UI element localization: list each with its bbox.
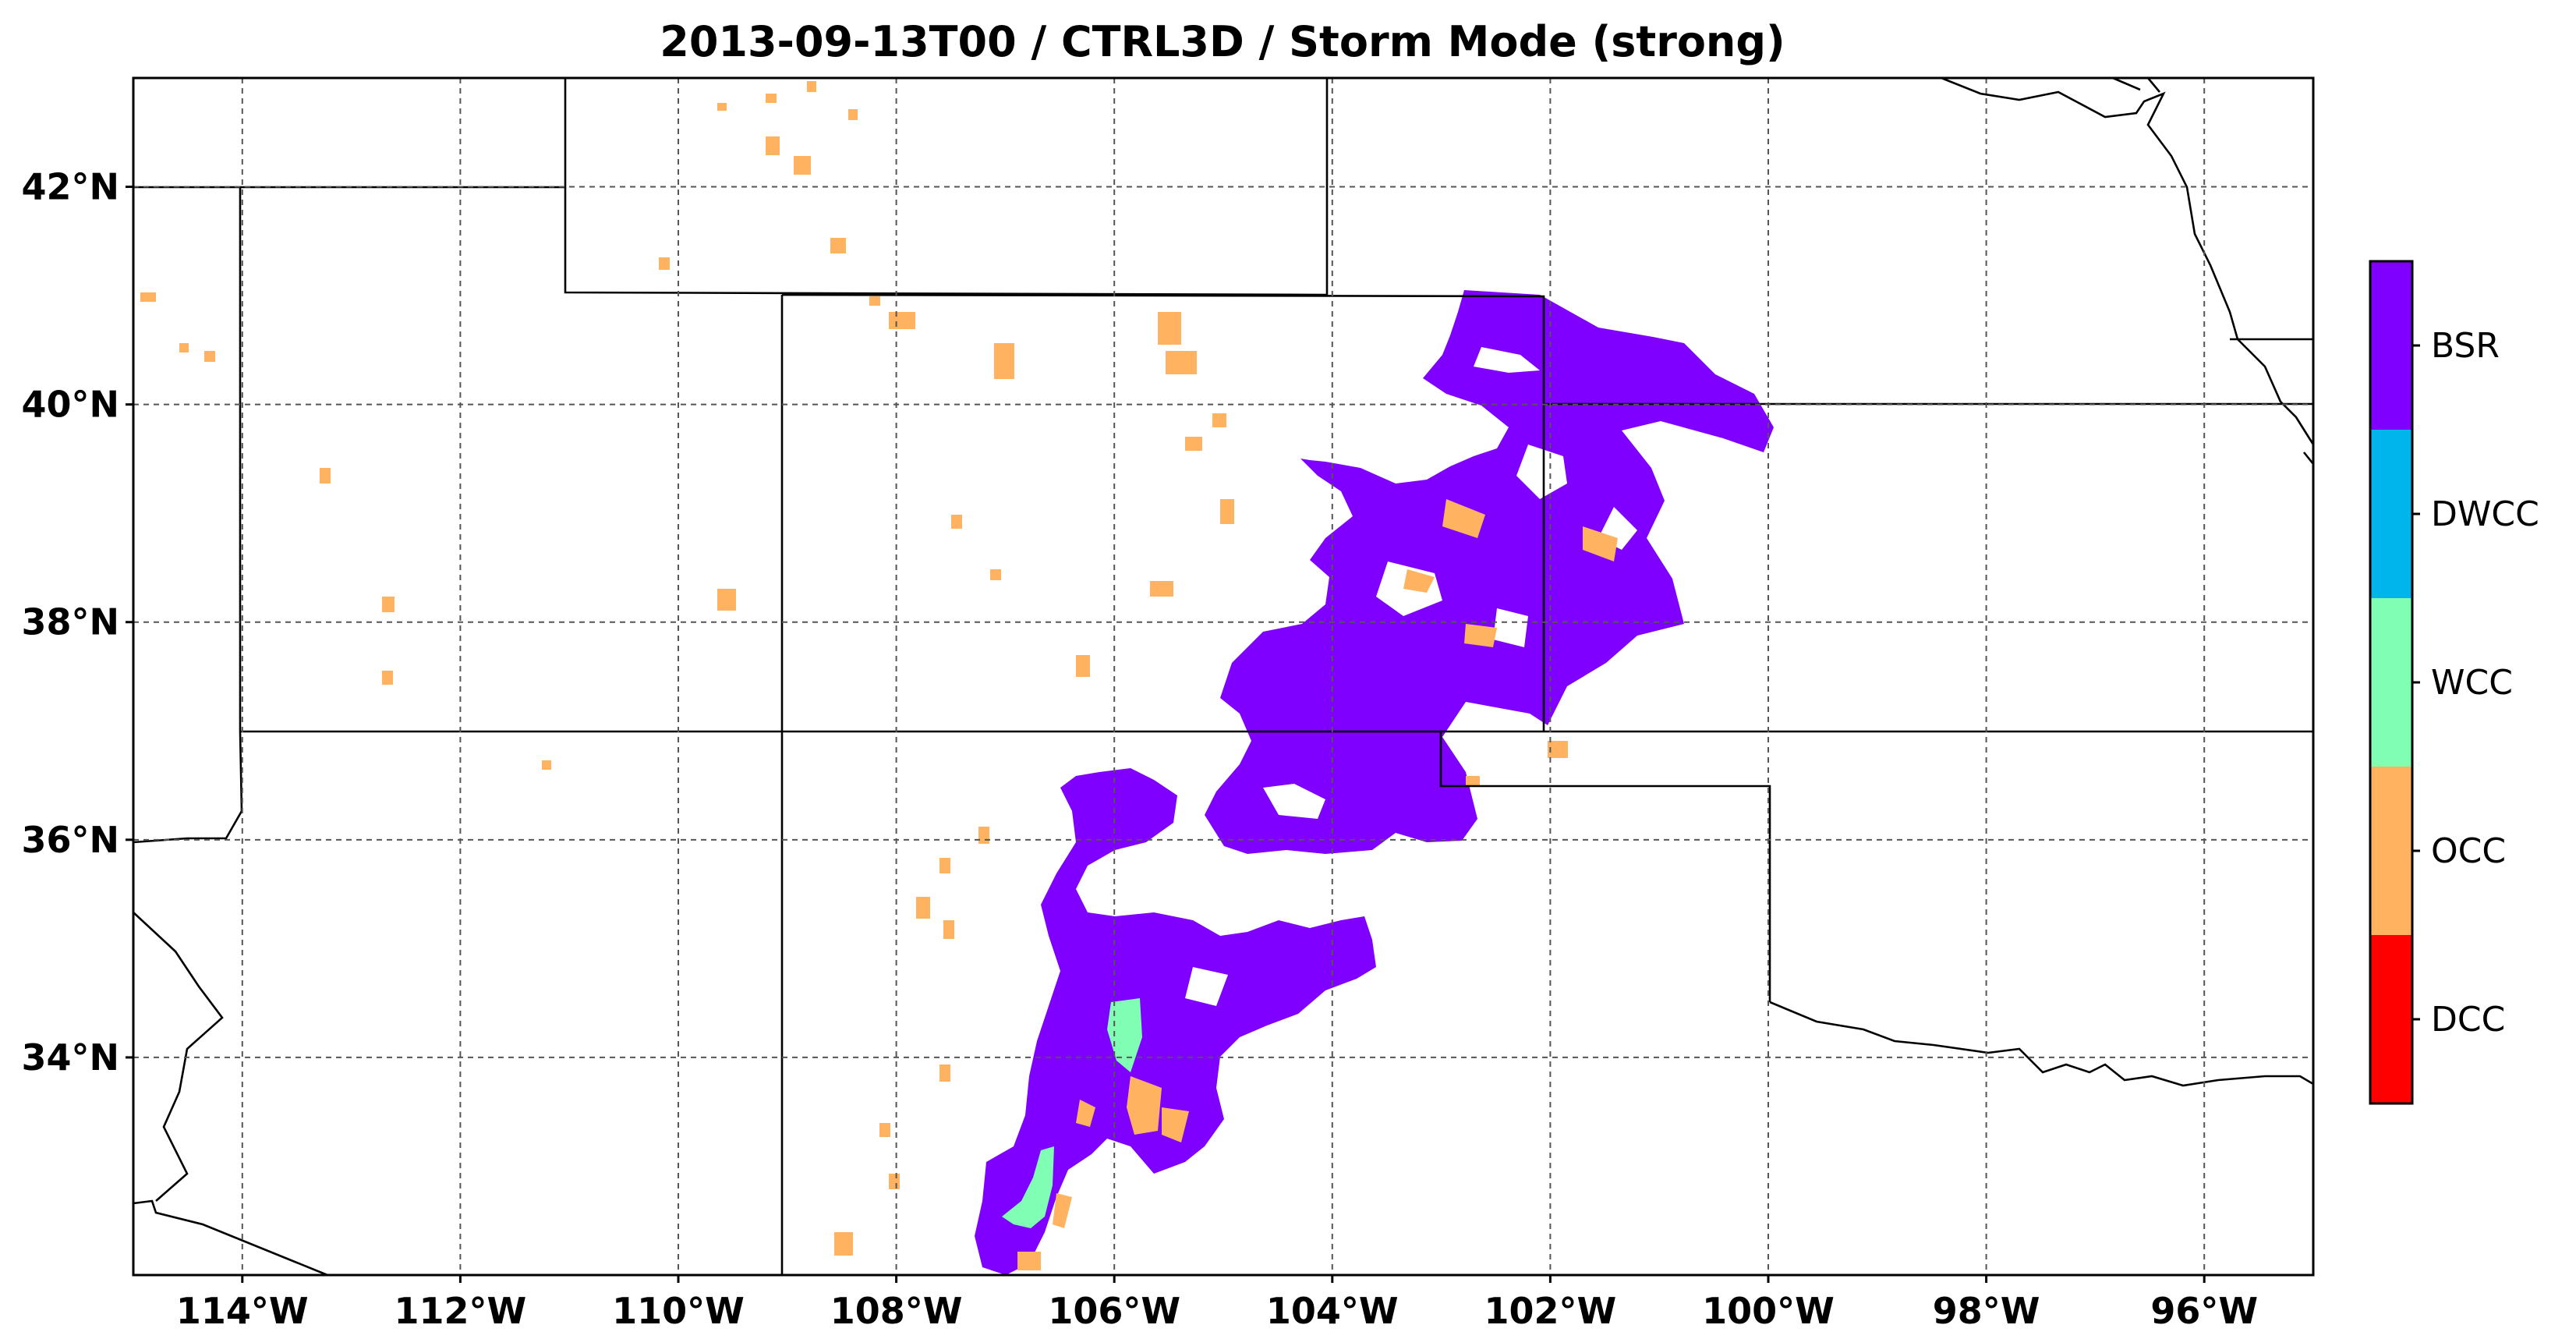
occ-patch bbox=[1127, 1076, 1162, 1135]
missouri-river-boundary bbox=[1941, 78, 2313, 465]
occ-patch bbox=[951, 515, 962, 529]
map-frame bbox=[132, 76, 2315, 1277]
bsr-region-newmexico bbox=[975, 768, 1376, 1275]
occ-patch bbox=[659, 257, 670, 270]
occ-patch bbox=[766, 136, 780, 155]
occ-patch bbox=[848, 109, 858, 120]
x-axis-tick-labels: 114°W 112°W 110°W 108°W 106°W 104°W 102°W 100°W… bbox=[176, 1275, 2258, 1332]
occ-patch bbox=[794, 156, 811, 175]
bsr-gap bbox=[1263, 784, 1325, 819]
occ-patch bbox=[1583, 526, 1618, 561]
y-tick-label: 36°N bbox=[21, 819, 119, 861]
occ-patch bbox=[1185, 437, 1202, 451]
wcc-patch bbox=[1107, 998, 1142, 1072]
occ-patch bbox=[1017, 1252, 1041, 1270]
x-tick-label: 108°W bbox=[830, 1290, 963, 1332]
x-tick-label: 112°W bbox=[395, 1290, 527, 1332]
occ-patch bbox=[1053, 1193, 1072, 1228]
occ-patch bbox=[978, 827, 989, 844]
map-title: 2013-09-13T00 / CTRL3D / Storm Mode (str… bbox=[660, 17, 1785, 66]
colorbar-label-bsr: BSR bbox=[2431, 326, 2500, 366]
bsr-gap bbox=[1474, 347, 1540, 373]
y-tick-label: 40°N bbox=[21, 384, 119, 426]
occ-patch bbox=[1442, 499, 1485, 538]
occ-patch bbox=[889, 312, 915, 329]
bsr-region-kansas-colorado bbox=[1205, 290, 1774, 854]
occ-patch bbox=[939, 858, 950, 873]
occ-patch bbox=[879, 1123, 890, 1137]
occ-patch bbox=[869, 296, 880, 306]
occ-patch bbox=[140, 292, 156, 302]
x-tick-label: 98°W bbox=[1933, 1290, 2040, 1332]
occ-patch bbox=[204, 351, 215, 362]
colorbar-swatch-occ bbox=[2370, 767, 2412, 936]
occ-patch bbox=[1150, 581, 1173, 597]
bsr-gap bbox=[1516, 445, 1567, 499]
occ-patch bbox=[1403, 569, 1435, 593]
map-background bbox=[133, 78, 2313, 1275]
occ-patch bbox=[1076, 655, 1090, 677]
mexico-border bbox=[133, 1199, 328, 1275]
occ-patch bbox=[1162, 1107, 1189, 1142]
colorbar-label-dwcc: DWCC bbox=[2431, 494, 2539, 534]
bsr-gap bbox=[1099, 854, 1138, 897]
occ-patch bbox=[1076, 1100, 1095, 1127]
occ-patch bbox=[382, 671, 393, 685]
storm-mode-field bbox=[133, 78, 2313, 1275]
occ-patch bbox=[1166, 351, 1197, 374]
occ-patch bbox=[994, 343, 1014, 379]
x-tick-label: 106°W bbox=[1048, 1290, 1180, 1332]
x-tick-label: 96°W bbox=[2150, 1290, 2258, 1332]
occ-patch bbox=[830, 238, 846, 253]
occ-patch bbox=[1220, 499, 1234, 524]
colorbar-frame bbox=[2369, 260, 2414, 1105]
bsr-gap bbox=[1493, 608, 1528, 647]
occ-patch bbox=[1548, 741, 1568, 758]
occ-patch bbox=[542, 760, 551, 770]
texas-oklahoma-border bbox=[1769, 1001, 2313, 1087]
western-coast-boundary bbox=[133, 912, 224, 1202]
occ-patch bbox=[834, 1232, 853, 1256]
x-tick-label: 110°W bbox=[612, 1290, 745, 1332]
occ-patch bbox=[1464, 624, 1497, 647]
occ-patch bbox=[717, 589, 736, 611]
occ-patch bbox=[889, 1174, 900, 1189]
y-tick-label: 42°N bbox=[21, 166, 119, 208]
colorbar-label-wcc: WCC bbox=[2431, 663, 2513, 703]
x-tick-label: 114°W bbox=[176, 1290, 309, 1332]
colorbar-swatch-bsr bbox=[2370, 261, 2412, 430]
occ-patch bbox=[990, 569, 1001, 580]
gridlines bbox=[133, 78, 2313, 1275]
occ-patch bbox=[1466, 776, 1480, 787]
occ-patch bbox=[382, 597, 395, 612]
occ-patch bbox=[916, 897, 930, 919]
colorbar-swatch-wcc bbox=[2370, 598, 2412, 767]
occ-patch bbox=[320, 468, 331, 484]
y-tick-label: 38°N bbox=[21, 601, 119, 643]
occ-patch bbox=[943, 920, 954, 939]
occ-patch bbox=[807, 81, 816, 92]
colorbar: BSR DWCC WCC OCC DCC bbox=[2369, 260, 2539, 1105]
colorbar-swatch-dwcc bbox=[2370, 430, 2412, 599]
x-tick-label: 102°W bbox=[1484, 1290, 1617, 1332]
wcc-patch bbox=[1002, 1146, 1054, 1228]
occ-patch bbox=[766, 94, 777, 103]
occ-patch bbox=[1158, 312, 1181, 345]
x-tick-label: 100°W bbox=[1702, 1290, 1835, 1332]
occ-patch bbox=[939, 1064, 950, 1082]
y-tick-label: 34°N bbox=[21, 1036, 119, 1079]
colorbar-label-dcc: DCC bbox=[2431, 1000, 2505, 1040]
occ-patch bbox=[179, 343, 189, 352]
bsr-gap bbox=[1185, 967, 1228, 1006]
colorbar-label-occ: OCC bbox=[2431, 831, 2506, 871]
colorbar-swatch-dcc bbox=[2370, 935, 2412, 1104]
x-tick-label: 104°W bbox=[1266, 1290, 1399, 1332]
y-axis-tick-labels: 34°N 36°N 38°N 40°N 42°N bbox=[21, 166, 133, 1079]
occ-patch bbox=[717, 103, 727, 111]
map-area bbox=[132, 76, 2315, 1277]
occ-patches bbox=[140, 81, 1618, 1270]
occ-patch bbox=[1212, 413, 1226, 427]
